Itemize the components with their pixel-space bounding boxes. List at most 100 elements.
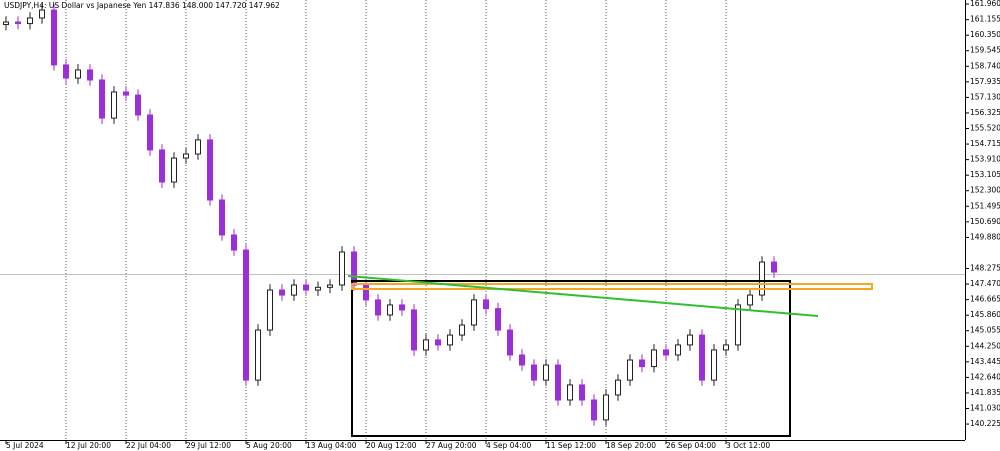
- candle-body: [711, 349, 717, 381]
- candle-body: [255, 329, 261, 381]
- trendline: [347, 275, 819, 317]
- candle-body: [447, 334, 453, 346]
- candle-body: [99, 79, 105, 119]
- candle-body: [663, 349, 669, 356]
- candle-body: [291, 284, 297, 296]
- y-tick-label: 153.910: [970, 155, 1000, 164]
- candle-body: [567, 384, 573, 401]
- candle-body: [411, 309, 417, 351]
- x-tick-label: 3 Oct 12:00: [726, 441, 770, 450]
- x-tick-label: 13 Aug 04:00: [306, 441, 357, 450]
- y-tick-label: 144.250: [970, 341, 1000, 350]
- x-tick-label: 12 Jul 20:00: [66, 441, 111, 450]
- y-tick-label: 146.665: [970, 295, 1000, 304]
- candle-body: [207, 139, 213, 201]
- candle-body: [495, 308, 501, 331]
- candle-body: [279, 289, 285, 296]
- candle-body: [639, 359, 645, 368]
- candle-body: [315, 286, 321, 291]
- candle-body: [591, 399, 597, 421]
- candle-body: [363, 284, 369, 301]
- y-tick-label: 150.690: [970, 217, 1000, 226]
- candle-body: [351, 251, 357, 286]
- y-tick-label: 157.935: [970, 77, 1000, 86]
- x-tick-label: 4 Sep 04:00: [486, 441, 532, 450]
- candle-body: [759, 261, 765, 296]
- x-tick-label: 27 Aug 20:00: [426, 441, 477, 450]
- candle-body: [87, 69, 93, 81]
- candle-body: [771, 261, 777, 273]
- candle-body: [675, 344, 681, 356]
- candle-body: [195, 139, 201, 155]
- candle-body: [171, 157, 177, 183]
- candle-body: [375, 299, 381, 316]
- y-tick-label: 147.470: [970, 279, 1000, 288]
- x-tick-label: 18 Sep 20:00: [606, 441, 656, 450]
- chart-title: USDJPY,H4: US Dollar vs Japanese Yen 147…: [4, 1, 280, 10]
- candle-body: [183, 153, 189, 159]
- candle-body: [651, 349, 657, 368]
- candle-body: [603, 394, 609, 421]
- candle-body: [147, 114, 153, 151]
- candle-body: [243, 249, 249, 381]
- x-tick-label: 5 Jul 2024: [6, 441, 44, 450]
- x-tick-label: 29 Jul 12:00: [186, 441, 231, 450]
- candle-body: [111, 91, 117, 119]
- y-tick-label: 156.325: [970, 108, 1000, 117]
- candle-body: [627, 359, 633, 381]
- candle-body: [387, 304, 393, 316]
- candle-body: [75, 69, 81, 79]
- candle-body: [507, 329, 513, 356]
- y-tick-label: 161.960: [970, 0, 1000, 8]
- y-tick-label: 148.275: [970, 264, 1000, 273]
- y-tick-label: 152.300: [970, 186, 1000, 195]
- x-tick-label: 22 Jul 04:00: [126, 441, 171, 450]
- y-tick-label: 153.105: [970, 170, 1000, 179]
- candle-body: [423, 339, 429, 351]
- y-tick-label: 161.155: [970, 15, 1000, 24]
- y-tick-label: 159.545: [970, 46, 1000, 55]
- candle-body: [543, 364, 549, 381]
- y-tick-label: 141.030: [970, 404, 1000, 413]
- candle-body: [231, 234, 237, 251]
- candle-body: [555, 364, 561, 401]
- candle-body: [471, 299, 477, 326]
- candles: [3, 0, 777, 440]
- x-tick-label: 20 Aug 12:00: [366, 441, 417, 450]
- candle-body: [687, 334, 693, 346]
- y-tick-label: 157.130: [970, 92, 1000, 101]
- range-box: [351, 280, 791, 437]
- candle-body: [459, 324, 465, 336]
- y-tick-label: 145.860: [970, 310, 1000, 319]
- candle-body: [15, 21, 21, 25]
- candle-body: [339, 251, 345, 286]
- y-tick-label: 142.640: [970, 372, 1000, 381]
- candle-body: [723, 344, 729, 351]
- y-tick-label: 145.055: [970, 326, 1000, 335]
- candle-body: [39, 9, 45, 19]
- candle-body: [63, 64, 69, 79]
- candle-body: [615, 379, 621, 396]
- candle-body: [435, 339, 441, 346]
- x-tick-label: 5 Aug 20:00: [246, 441, 292, 450]
- candle-body: [519, 354, 525, 366]
- y-tick-label: 160.350: [970, 30, 1000, 39]
- y-tick-label: 141.835: [970, 388, 1000, 397]
- candle-body: [123, 91, 129, 96]
- candle-body: [135, 94, 141, 116]
- x-tick-label: 26 Sep 04:00: [666, 441, 716, 450]
- candle-body: [735, 304, 741, 346]
- candle-body: [159, 149, 165, 183]
- candle-body: [483, 299, 489, 310]
- y-tick-label: 151.495: [970, 201, 1000, 210]
- candle-body: [327, 284, 333, 288]
- y-tick-label: 155.520: [970, 124, 1000, 133]
- candle-body: [3, 21, 9, 26]
- y-tick-label: 149.880: [970, 232, 1000, 241]
- candle-body: [531, 364, 537, 381]
- candle-body: [267, 289, 273, 331]
- candle-body: [699, 334, 705, 381]
- y-tick-label: 140.225: [970, 419, 1000, 428]
- resistance-zone: [351, 283, 873, 290]
